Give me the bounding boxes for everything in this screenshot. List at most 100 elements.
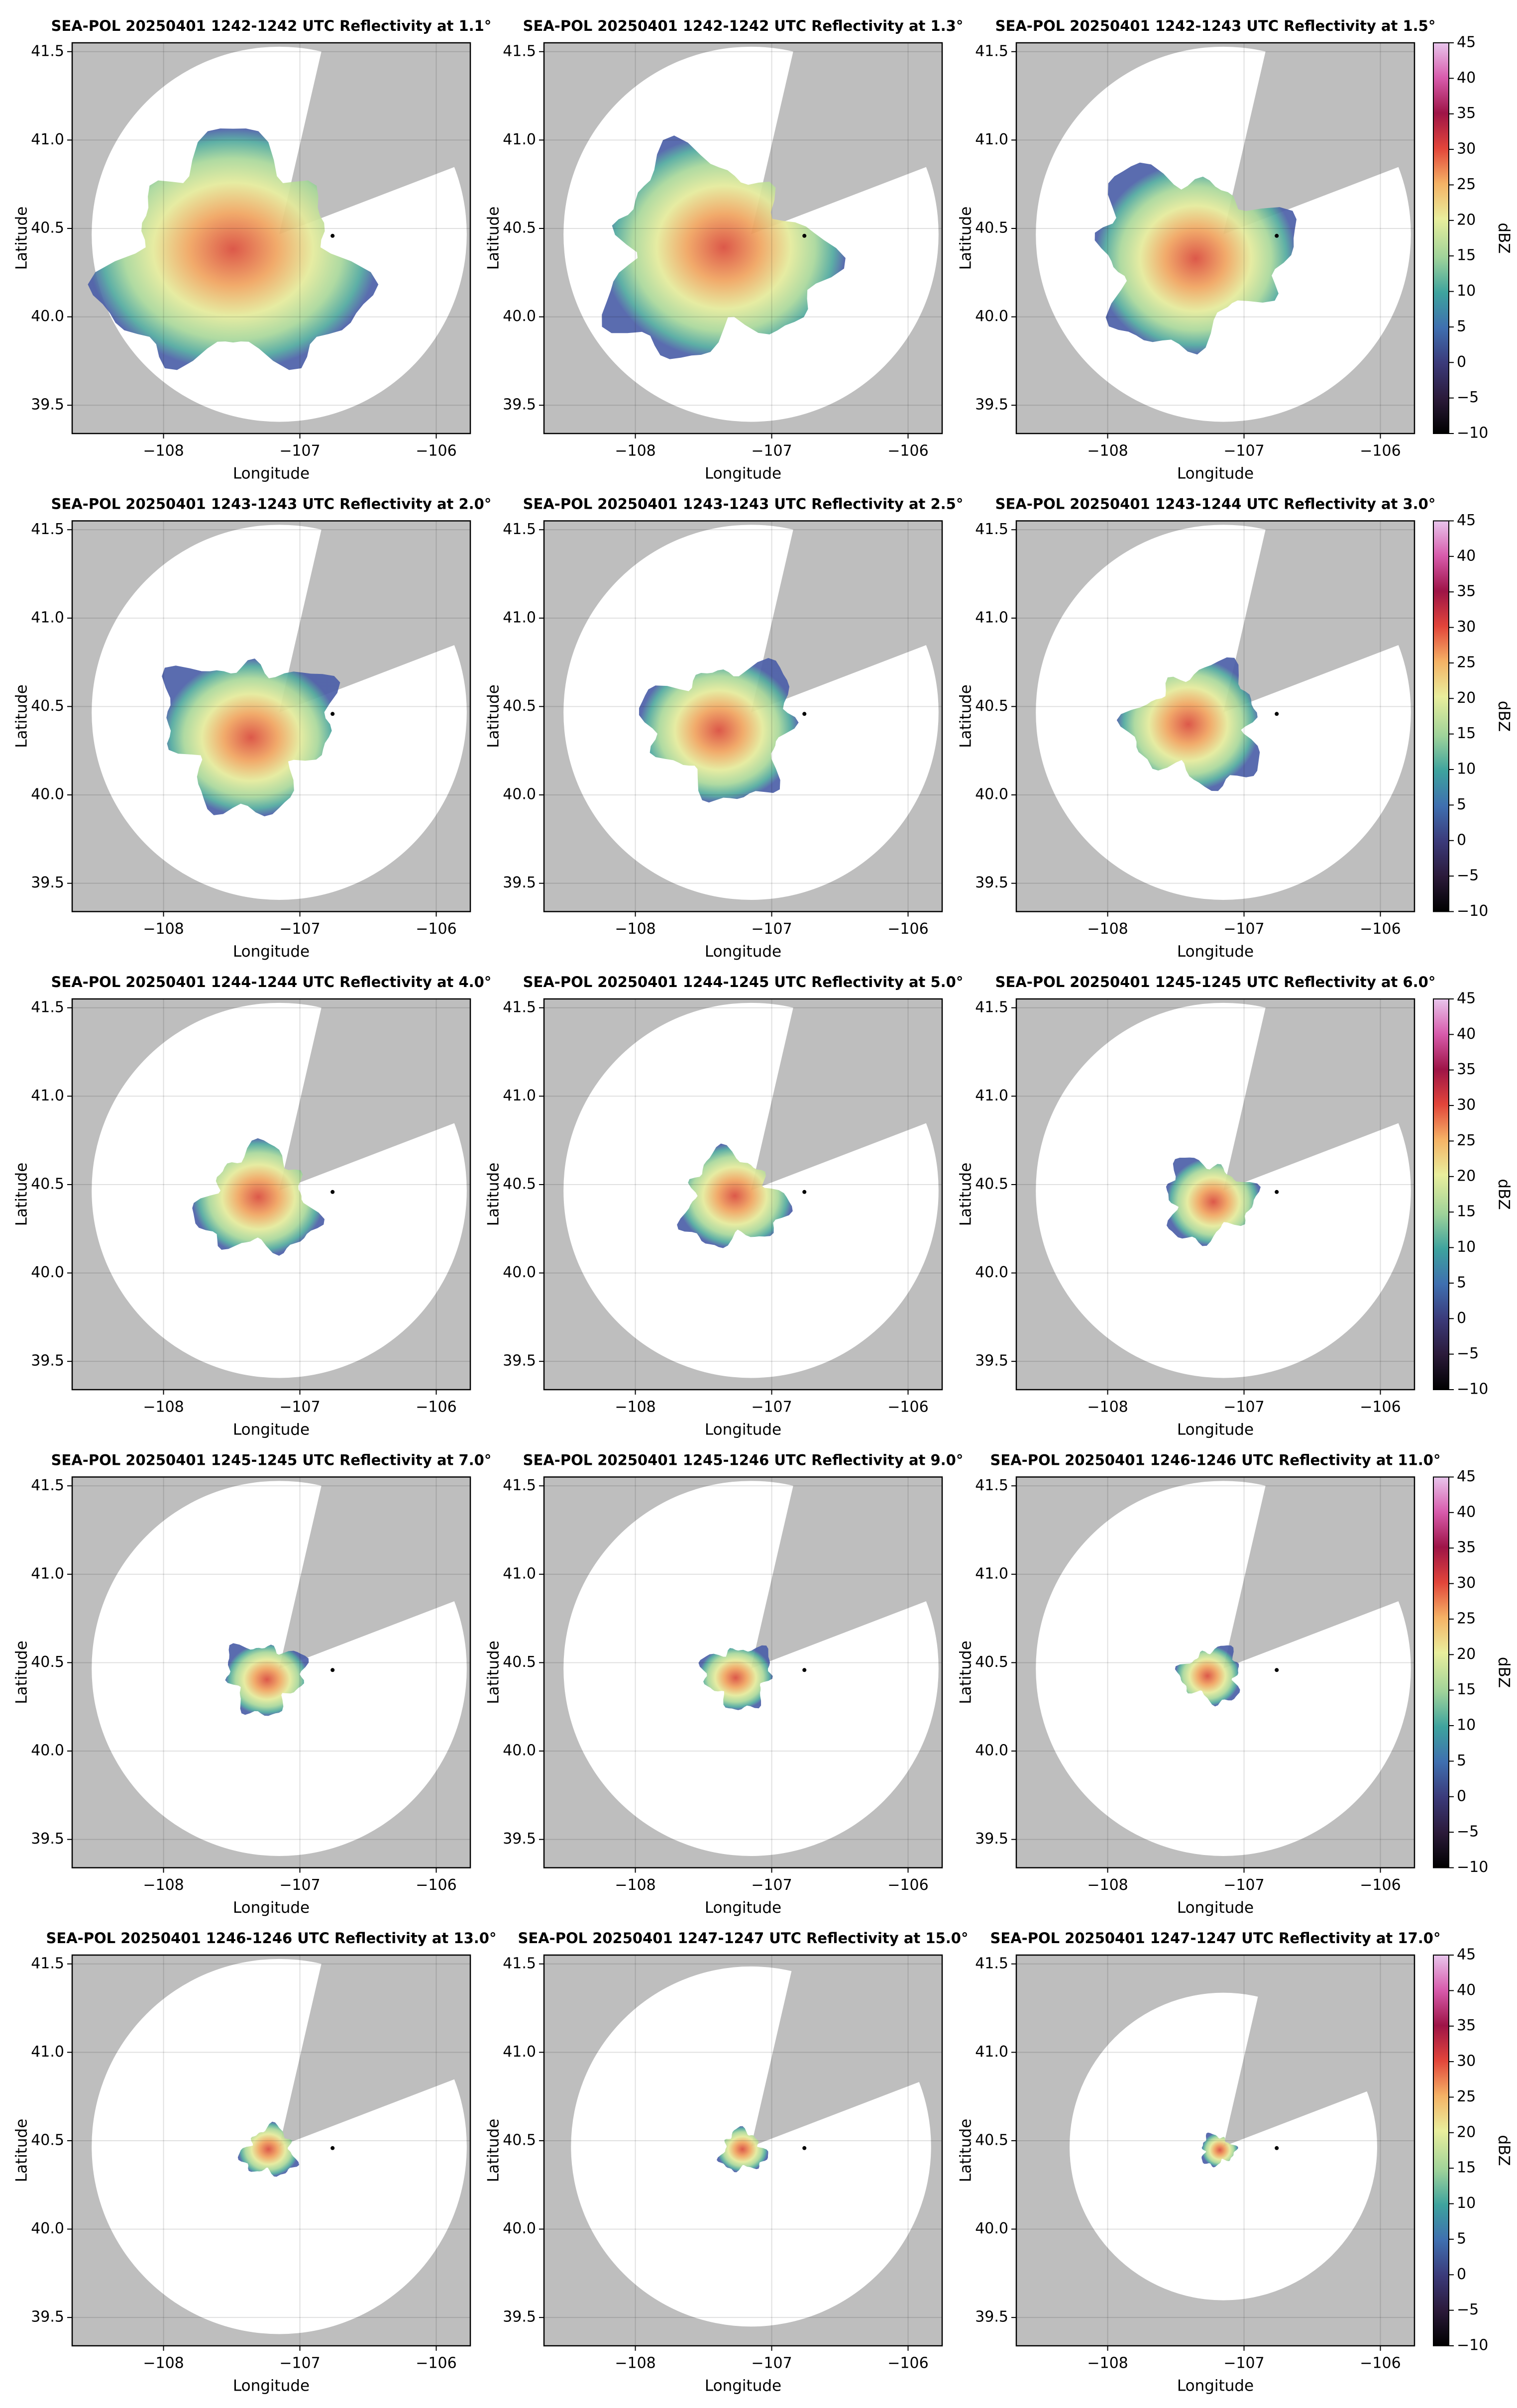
colorbar-tick-label: 0 xyxy=(1457,353,1466,371)
colorbar-tick-label: 25 xyxy=(1457,1610,1476,1627)
x-axis-label: Longitude xyxy=(1177,943,1254,961)
blocked-sector xyxy=(751,999,942,1191)
axes-frame xyxy=(1015,42,1415,435)
y-tick-label: 41.5 xyxy=(975,521,1008,538)
y-tick-label: 40.5 xyxy=(975,1653,1008,1671)
radar-marker xyxy=(1275,233,1279,238)
colorbar-tick-label: 20 xyxy=(1457,1167,1476,1185)
panel: −108 −107 −106 39.5 40.0 40.5 41.0 41.5 SEA-POL … xyxy=(485,496,964,961)
x-tick-label: −108 xyxy=(1087,2355,1128,2372)
blocked-sector xyxy=(1223,43,1414,234)
x-axis-label: Longitude xyxy=(705,1421,781,1439)
axes-frame xyxy=(1015,520,1415,912)
radar-marker xyxy=(802,1190,807,1194)
x-tick-label: −107 xyxy=(751,1399,792,1416)
reflectivity-echo xyxy=(677,1143,793,1248)
colorbar-tick-label: 25 xyxy=(1457,2088,1476,2105)
y-tick-label: 39.5 xyxy=(503,1830,536,1848)
colorbar-tick-label: 5 xyxy=(1457,318,1466,335)
colorbar-tick-label: 25 xyxy=(1457,176,1476,193)
x-tick-label: −107 xyxy=(751,920,792,938)
radar-marker xyxy=(1275,2146,1279,2150)
x-axis-label: Longitude xyxy=(233,2377,310,2395)
plot-area xyxy=(544,1477,942,1868)
y-tick-label: 39.5 xyxy=(503,1352,536,1370)
y-tick-label: 41.5 xyxy=(975,42,1008,60)
y-tick-label: 41.0 xyxy=(975,2043,1008,2061)
y-tick-label: 41.0 xyxy=(31,2043,64,2061)
colorbar-tick-label: 35 xyxy=(1457,105,1476,122)
x-tick-label: −107 xyxy=(751,2355,792,2372)
y-axis-label: Latitude xyxy=(957,207,975,270)
radar-marker xyxy=(330,1190,335,1194)
axes-frame xyxy=(1015,998,1415,1391)
axes-frame xyxy=(71,1476,471,1868)
x-axis-label: Longitude xyxy=(1177,2377,1254,2395)
y-tick-label: 40.5 xyxy=(975,1175,1008,1193)
x-tick-label: −106 xyxy=(887,2355,928,2372)
colorbar-tick-label: 5 xyxy=(1457,796,1466,813)
colorbar-tick-label: 0 xyxy=(1457,2266,1466,2283)
colorbar-tick-label: 45 xyxy=(1457,1946,1476,1964)
radar-marker xyxy=(802,1668,807,1672)
colorbar-tick-label: 5 xyxy=(1457,1752,1466,1769)
y-tick-label: 39.5 xyxy=(975,874,1008,891)
axes-frame xyxy=(1015,1954,1415,2347)
y-tick-label: 40.0 xyxy=(975,1742,1008,1759)
colorbar-tick-label: 20 xyxy=(1457,1645,1476,1663)
colorbar-tick-label: 15 xyxy=(1457,1203,1476,1220)
plot-area xyxy=(544,1955,942,2346)
reflectivity-echo xyxy=(602,135,846,359)
colorbar-tick-label: −5 xyxy=(1457,867,1479,884)
x-tick-label: −106 xyxy=(1360,1399,1401,1416)
y-tick-label: 39.5 xyxy=(31,2308,64,2326)
chart-title: SEA-POL 20250401 1244-1245 UTC Reflectiv… xyxy=(523,974,964,990)
y-axis-label: Latitude xyxy=(485,1163,503,1226)
y-tick-label: 40.5 xyxy=(503,1175,536,1193)
x-tick-label: −106 xyxy=(416,1876,456,1894)
y-axis-label: Latitude xyxy=(13,2119,31,2183)
panel: −108 −107 −106 39.5 40.0 40.5 41.0 41.5 SEA-POL … xyxy=(485,974,964,1439)
y-tick-label: 41.5 xyxy=(31,1477,64,1494)
panel: −108 −107 −106 39.5 40.0 40.5 41.0 41.5 SEA-POL … xyxy=(13,1452,492,1917)
axes-frame xyxy=(543,1476,943,1868)
y-tick-label: 39.5 xyxy=(975,1830,1008,1848)
blocked-sector xyxy=(751,1477,942,1669)
colorbar-tick-label: 5 xyxy=(1457,1274,1466,1291)
x-tick-label: −108 xyxy=(143,1876,184,1894)
colorbar-tick-label: 45 xyxy=(1457,990,1476,1007)
plot-area xyxy=(72,999,470,1390)
x-tick-label: −106 xyxy=(887,1876,928,1894)
x-tick-label: −106 xyxy=(887,1399,928,1416)
y-axis-label: Latitude xyxy=(13,1641,31,1704)
y-tick-label: 41.5 xyxy=(31,521,64,538)
x-tick-label: −108 xyxy=(1087,1399,1128,1416)
panel: −108 −107 −106 39.5 40.0 40.5 41.0 41.5 SEA-POL … xyxy=(957,17,1513,483)
y-tick-label: 41.0 xyxy=(503,1565,536,1582)
radar-marker xyxy=(1275,1668,1279,1672)
radar-marker xyxy=(1275,712,1279,716)
y-tick-label: 40.5 xyxy=(31,1653,64,1671)
y-tick-label: 41.5 xyxy=(503,521,536,538)
x-tick-label: −108 xyxy=(1087,920,1128,938)
panel: −108 −107 −106 39.5 40.0 40.5 41.0 41.5 SEA-POL … xyxy=(13,1930,497,2395)
colorbar-tick-label: −10 xyxy=(1457,1859,1488,1876)
x-tick-label: −106 xyxy=(1360,1876,1401,1894)
y-tick-label: 41.0 xyxy=(503,1087,536,1104)
colorbar-tick-label: 35 xyxy=(1457,583,1476,600)
colorbar-tick-label: 35 xyxy=(1457,2017,1476,2034)
y-tick-label: 40.5 xyxy=(503,1653,536,1671)
x-tick-label: −107 xyxy=(1223,1876,1264,1894)
x-tick-label: −106 xyxy=(887,920,928,938)
colorbar-tick-label: 25 xyxy=(1457,1132,1476,1149)
blocked-sector xyxy=(1223,1477,1414,1669)
y-tick-label: 41.5 xyxy=(975,998,1008,1016)
x-axis-label: Longitude xyxy=(705,1899,781,1917)
panel: −108 −107 −106 39.5 40.0 40.5 41.0 41.5 SEA-POL … xyxy=(957,1452,1513,1917)
blocked-sector xyxy=(279,521,470,713)
y-tick-label: 40.0 xyxy=(31,308,64,325)
chart-title: SEA-POL 20250401 1245-1246 UTC Reflectiv… xyxy=(523,1452,964,1469)
colorbar-tick-label: 35 xyxy=(1457,1539,1476,1556)
y-tick-label: 40.0 xyxy=(31,1742,64,1759)
x-tick-label: −106 xyxy=(1360,442,1401,460)
